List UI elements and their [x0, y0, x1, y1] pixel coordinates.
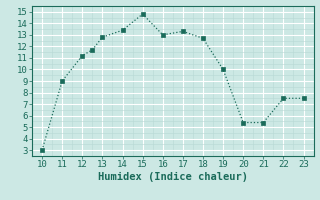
X-axis label: Humidex (Indice chaleur): Humidex (Indice chaleur): [98, 172, 248, 182]
